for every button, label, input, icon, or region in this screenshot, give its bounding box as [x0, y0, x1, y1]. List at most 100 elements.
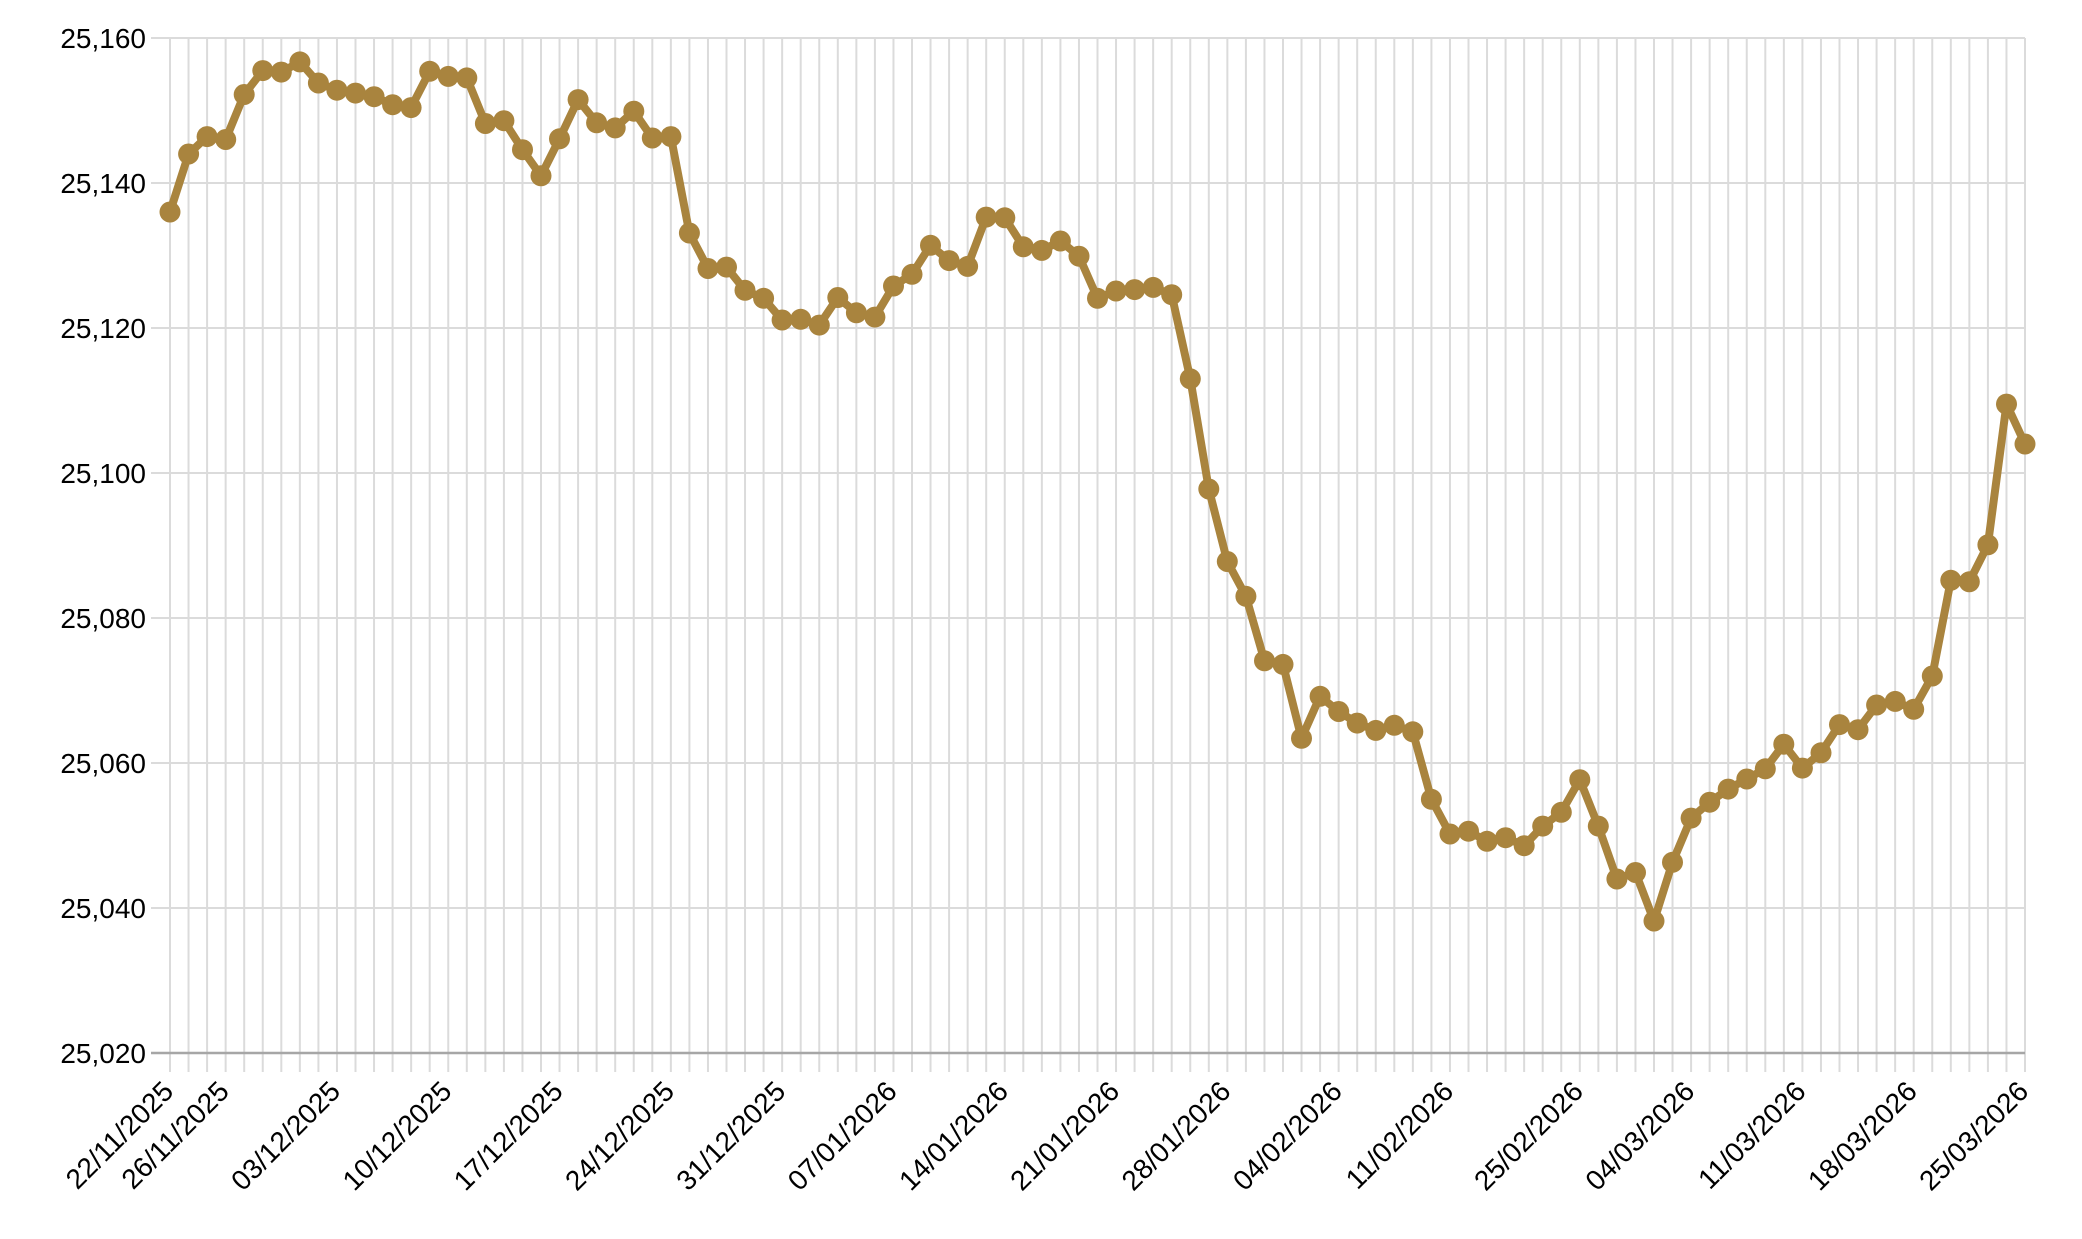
data-point-marker	[1736, 768, 1758, 790]
data-point-marker	[307, 72, 329, 94]
x-axis-label: 14/01/2026	[893, 1075, 1014, 1196]
vertical-gridlines	[169, 38, 2026, 1072]
data-point-marker	[1124, 279, 1146, 301]
data-point-marker	[1420, 788, 1442, 810]
data-point-marker	[1161, 284, 1183, 306]
data-point-marker	[753, 287, 775, 309]
data-point-marker	[1291, 727, 1312, 749]
data-point-marker	[1810, 742, 1832, 764]
data-point-marker	[1235, 585, 1257, 607]
data-point-markers	[159, 51, 2036, 932]
x-axis-label: 31/12/2025	[670, 1075, 791, 1196]
data-point-marker	[1068, 245, 1090, 267]
x-axis-label: 04/02/2026	[1227, 1075, 1348, 1196]
data-point-marker	[252, 60, 274, 82]
data-point-marker	[716, 256, 737, 278]
data-point-marker	[1847, 719, 1869, 741]
data-point-marker	[400, 97, 422, 119]
data-point-marker	[1643, 910, 1665, 932]
data-point-marker	[790, 308, 812, 330]
x-axis-label: 11/02/2026	[1340, 1075, 1460, 1195]
data-point-marker	[1662, 851, 1683, 873]
data-point-marker	[1606, 868, 1628, 890]
x-axis-label: 28/01/2026	[1116, 1075, 1237, 1196]
data-point-marker	[1272, 653, 1294, 675]
data-point-marker	[901, 263, 923, 285]
data-point-marker	[938, 250, 960, 272]
y-axis-label: 25,080	[60, 603, 146, 634]
data-point-marker	[456, 67, 478, 89]
y-axis-label: 25,160	[60, 23, 146, 54]
data-point-marker	[623, 100, 645, 122]
data-point-marker	[289, 51, 311, 73]
data-point-marker	[382, 94, 404, 116]
data-point-marker	[1921, 665, 1943, 687]
data-point-marker	[641, 127, 663, 149]
data-point-marker	[2014, 433, 2036, 455]
data-point-marker	[215, 129, 237, 150]
data-point-marker	[1569, 769, 1591, 791]
data-point-marker	[1105, 280, 1127, 302]
data-point-marker	[1884, 690, 1906, 712]
data-point-marker	[994, 207, 1016, 229]
x-axis-label: 21/01/2026	[1004, 1075, 1125, 1196]
data-point-marker	[270, 61, 292, 83]
data-point-marker	[1087, 287, 1108, 309]
data-point-marker	[1198, 478, 1220, 500]
data-point-marker	[196, 126, 218, 148]
data-point-marker	[1031, 239, 1053, 261]
data-point-marker	[1866, 694, 1888, 716]
x-axis-label: 03/12/2025	[225, 1075, 346, 1196]
data-point-marker	[1439, 823, 1461, 845]
data-point-marker	[1049, 230, 1071, 252]
horizontal-gridlines	[151, 37, 2025, 1054]
data-point-marker	[771, 309, 793, 331]
data-point-marker	[883, 275, 904, 297]
data-point-marker	[512, 139, 533, 161]
x-axis-label: 25/03/2026	[1913, 1075, 2034, 1196]
data-point-marker	[1476, 830, 1498, 852]
x-axis-label: 18/03/2026	[1802, 1075, 1923, 1196]
data-point-marker	[845, 302, 867, 324]
data-point-marker	[697, 258, 719, 279]
data-point-marker	[1179, 368, 1201, 390]
data-point-marker	[363, 86, 385, 108]
data-point-marker	[808, 314, 830, 336]
data-point-marker	[1940, 569, 1962, 591]
data-point-marker	[1754, 758, 1776, 780]
data-point-marker	[1996, 393, 2017, 415]
data-point-marker	[1977, 534, 1999, 556]
data-point-marker	[1495, 827, 1517, 849]
data-point-marker	[957, 255, 979, 277]
data-point-marker	[1550, 801, 1572, 823]
y-axis-label: 25,020	[60, 1038, 146, 1069]
data-point-marker	[734, 279, 756, 301]
data-point-marker	[1587, 815, 1609, 837]
data-point-marker	[233, 84, 255, 105]
x-axis-labels: 22/11/202526/11/202503/12/202510/12/2025…	[60, 1075, 2035, 1196]
x-axis-label: 07/01/2026	[782, 1075, 903, 1196]
data-point-marker	[1532, 815, 1554, 837]
data-point-marker	[1402, 721, 1424, 743]
data-point-marker	[660, 126, 682, 148]
data-point-marker	[1513, 835, 1535, 857]
y-axis-label: 25,040	[60, 893, 146, 924]
data-point-marker	[586, 112, 608, 134]
data-point-marker	[1254, 650, 1275, 672]
data-point-marker	[530, 165, 552, 187]
data-point-marker	[1958, 571, 1980, 593]
data-point-marker	[1216, 551, 1238, 572]
y-axis-label: 25,060	[60, 748, 146, 779]
data-point-marker	[1458, 820, 1479, 842]
data-point-marker	[1365, 719, 1387, 741]
data-point-marker	[1625, 862, 1646, 883]
x-axis-label: 10/12/2025	[337, 1075, 458, 1196]
data-point-marker	[437, 65, 459, 87]
data-point-marker	[1699, 791, 1721, 813]
data-point-marker	[1791, 757, 1813, 779]
data-point-marker	[1309, 685, 1331, 707]
y-axis-label: 25,100	[60, 458, 146, 489]
data-point-marker	[604, 117, 626, 139]
data-point-marker	[567, 89, 589, 111]
